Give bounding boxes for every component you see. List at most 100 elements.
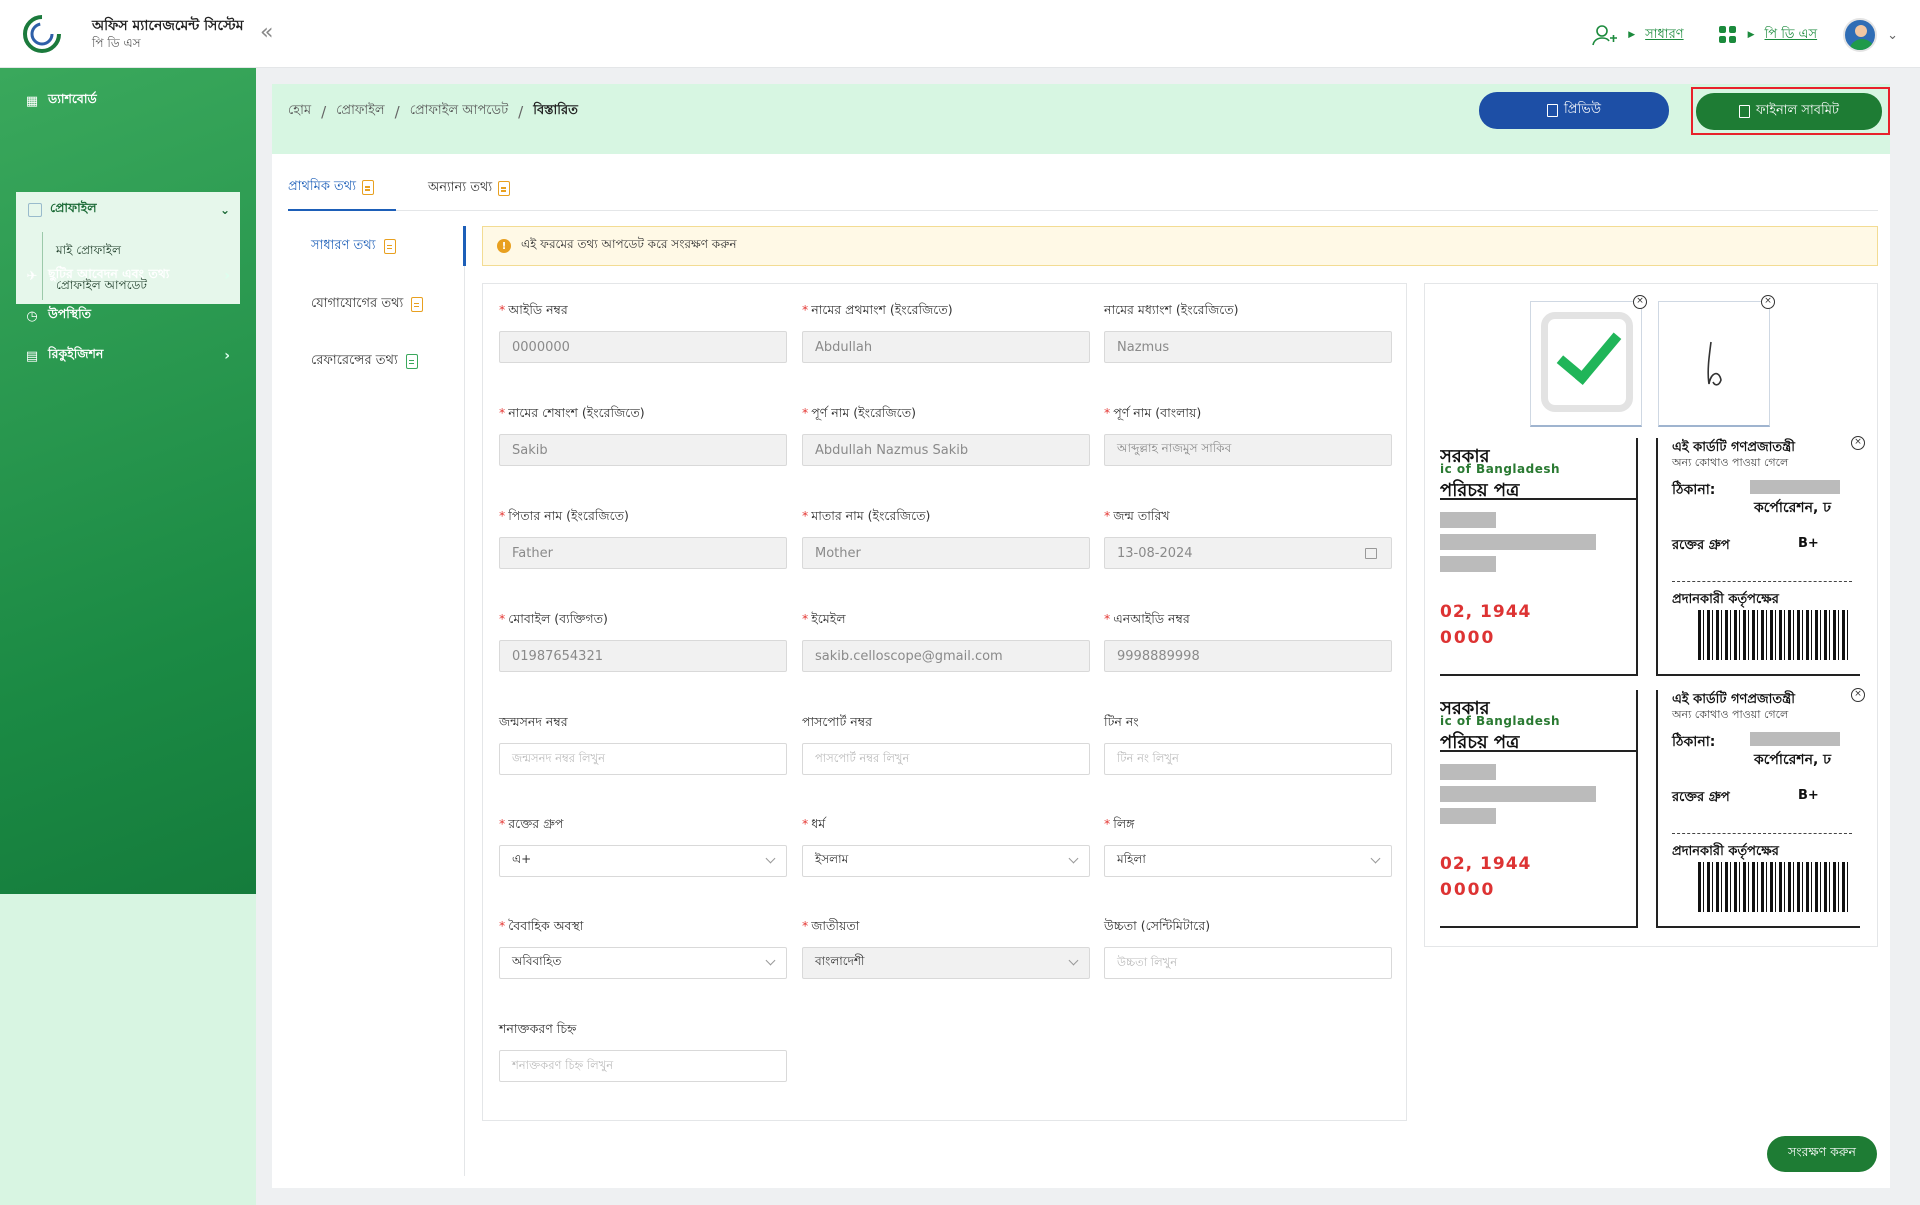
module-switch-link[interactable]: পি ডি এস [1764, 26, 1818, 42]
field-dob: * জন্ম তারিখ 13-08-2024 [1104, 507, 1392, 569]
tab-primary-info[interactable]: প্রাথমিক তথ্য [288, 166, 396, 211]
height-input[interactable]: উচ্চতা লিখুন [1104, 947, 1392, 979]
final-submit-label: ফাইনাল সাবমিট [1756, 103, 1839, 118]
field-label: * মোবাইল (ব্যক্তিগত) [499, 611, 608, 626]
birth-cert-input[interactable]: জন্মসনদ নম্বর লিখুন [499, 743, 787, 775]
sidebar-footer-area [0, 894, 256, 1205]
select-value: ইসলাম [815, 852, 849, 866]
signature-line [1672, 814, 1852, 834]
sidebar-item-dashboard[interactable]: ▦ ড্যাশবোর্ড [0, 81, 256, 121]
remove-nid-icon[interactable]: × [1851, 436, 1865, 450]
field-middle-name: নামের মধ্যাংশ (ইংরেজিতে) Nazmus [1104, 301, 1392, 363]
info-notice: ! এই ফরমের তথ্য আপডেট করে সংরক্ষণ করুন [482, 226, 1878, 266]
field-label: * জাতীয়তা [802, 918, 860, 933]
nid-text: কর্পোরেশন, ঢ [1754, 500, 1832, 516]
remove-signature-icon[interactable]: × [1761, 295, 1775, 309]
sidebar-item-my-profile[interactable]: মাই প্রোফাইল [56, 243, 121, 257]
first-name-input[interactable]: Abdullah [802, 331, 1090, 363]
breadcrumb-profile[interactable]: প্রোফাইল [336, 103, 385, 118]
blood-group-select[interactable]: এ+ [499, 845, 787, 877]
nid-card-image[interactable]: সরকার ic of Bangladesh পরিচয় পত্র 02, 1… [1440, 438, 1860, 680]
save-button[interactable]: সংরক্ষণ করুন [1767, 1136, 1877, 1172]
field-label: * লিঙ্গ [1104, 816, 1135, 831]
top-header: অফিস ম্যানেজমেন্ট সিস্টেম পি ডি এস « ▶ স… [0, 0, 1920, 68]
role-switch-link[interactable]: সাধারণ [1645, 26, 1684, 42]
nid-text: প্রদানকারী কর্তৃপক্ষের [1672, 844, 1779, 859]
nid-back: এই কার্ডটি গণপ্রজাতন্ত্রী অন্য কোথাও পাও… [1656, 438, 1860, 676]
mobile-input[interactable]: 01987654321 [499, 640, 787, 672]
breadcrumb-home[interactable]: হোম [288, 103, 312, 118]
sidebar-item-attendance[interactable]: ◷ উপস্থিতি [0, 296, 256, 336]
chevron-down-icon [1068, 955, 1079, 966]
id-mark-input[interactable]: শনাক্তকরণ চিহ্ন লিখুন [499, 1050, 787, 1082]
id-no-input[interactable]: 0000000 [499, 331, 787, 363]
tab-other-info[interactable]: অন্যান্য তথ্য [428, 166, 511, 211]
dashboard-icon: ▦ [25, 93, 39, 109]
chevron-down-icon [765, 853, 776, 864]
remove-nid-icon[interactable]: × [1851, 688, 1865, 702]
sidebar-item-requisition[interactable]: ▤ রিকুইজিশন › [0, 336, 256, 376]
redacted-block [1440, 534, 1596, 550]
photo-thumbnail[interactable] [1530, 301, 1642, 427]
select-value: মহিলা [1117, 852, 1146, 866]
nid-text: এই কার্ডটি গণপ্রজাতন্ত্রী [1672, 440, 1795, 455]
email-input[interactable]: sakib.celloscope@gmail.com [802, 640, 1090, 672]
signature-thumbnail[interactable] [1658, 301, 1770, 427]
middle-name-input[interactable]: Nazmus [1104, 331, 1392, 363]
nid-text: প্রদানকারী কর্তৃপক্ষের [1672, 592, 1779, 607]
field-label: * ইমেইল [802, 611, 846, 626]
last-name-input[interactable]: Sakib [499, 434, 787, 466]
mother-name-input[interactable]: Mother [802, 537, 1090, 569]
check-icon [1556, 317, 1622, 385]
breadcrumb-profile-update[interactable]: প্রোফাইল আপডেট [409, 103, 509, 118]
chevron-down-icon[interactable]: ⌄ [1887, 27, 1898, 43]
marital-status-select[interactable]: অবিবাহিত [499, 947, 787, 979]
field-first-name: * নামের প্রথমাংশ (ইংরেজিতে) Abdullah [802, 301, 1090, 363]
nid-text: অন্য কোথাও পাওয়া গেলে [1672, 456, 1789, 469]
field-id-mark: শনাক্তকরণ চিহ্ন শনাক্তকরণ চিহ্ন লিখুন [499, 1020, 787, 1082]
divider [1440, 750, 1638, 752]
section-contact-info[interactable]: যোগাযোগের তথ্য [288, 284, 466, 324]
field-blood-group: * রক্তের গ্রুপ এ+ [499, 815, 787, 877]
check-badge-icon [1541, 312, 1633, 412]
religion-select[interactable]: ইসলাম [802, 845, 1090, 877]
final-submit-button[interactable]: ফাইনাল সাবমিট [1696, 93, 1882, 130]
nid-text: ঠিকানা: [1672, 482, 1716, 498]
barcode [1698, 862, 1848, 912]
gender-select[interactable]: মহিলা [1104, 845, 1392, 877]
nid-back: এই কার্ডটি গণপ্রজাতন্ত্রী অন্য কোথাও পাও… [1656, 690, 1860, 928]
nid-card-image[interactable]: সরকার ic of Bangladesh পরিচয় পত্র 02, 1… [1440, 690, 1860, 932]
full-name-en-input[interactable]: Abdullah Nazmus Sakib [802, 434, 1090, 466]
sidebar-item-profile[interactable]: প্রোফাইল ⌄ [16, 192, 240, 228]
full-name-bn-input[interactable]: আব্দুল্লাহ নাজমুস সাকিব [1104, 434, 1392, 466]
father-name-input[interactable]: Father [499, 537, 787, 569]
nid-text: পরিচয় পত্র [1440, 732, 1520, 753]
warning-icon: ! [497, 239, 511, 253]
section-general-info[interactable]: সাধারণ তথ্য [288, 226, 466, 266]
field-label: * পিতার নাম (ইংরেজিতে) [499, 508, 629, 523]
nid-input[interactable]: 9998889998 [1104, 640, 1392, 672]
nid-text: পরিচয় পত্র [1440, 480, 1520, 501]
breadcrumb-separator: / [518, 102, 524, 121]
passport-input[interactable]: পাসপোর্ট নম্বর লিখুন [802, 743, 1090, 775]
field-label: জন্মসনদ নম্বর [499, 714, 568, 729]
nationality-select[interactable]: বাংলাদেশী [802, 947, 1090, 979]
collapse-sidebar-button[interactable]: « [260, 20, 274, 45]
redacted-block [1440, 808, 1496, 824]
tin-input[interactable]: টিন নং লিখুন [1104, 743, 1392, 775]
section-reference-info[interactable]: রেফারেন্সের তথ্য [288, 341, 466, 381]
sidebar-item-profile-update[interactable]: প্রোফাইল আপডেট [56, 278, 147, 292]
caret-right-icon: ▶ [1628, 30, 1636, 40]
user-avatar[interactable] [1843, 18, 1878, 52]
sidebar-item-leave[interactable]: ✈ ছুটির আবেদন এবং তথ্য › [0, 256, 256, 296]
preview-button[interactable]: প্রিভিউ [1479, 92, 1669, 129]
redacted-block [1440, 786, 1596, 802]
highlight-box [1691, 87, 1890, 135]
document-icon [405, 353, 418, 369]
dob-input[interactable]: 13-08-2024 [1104, 537, 1392, 569]
document-icon [411, 296, 424, 312]
tab-bar: প্রাথমিক তথ্য অন্যান্য তথ্য [288, 166, 1878, 211]
nid-text: অন্য কোথাও পাওয়া গেলে [1672, 708, 1789, 721]
document-icon [362, 180, 374, 195]
remove-photo-icon[interactable]: × [1633, 295, 1647, 309]
